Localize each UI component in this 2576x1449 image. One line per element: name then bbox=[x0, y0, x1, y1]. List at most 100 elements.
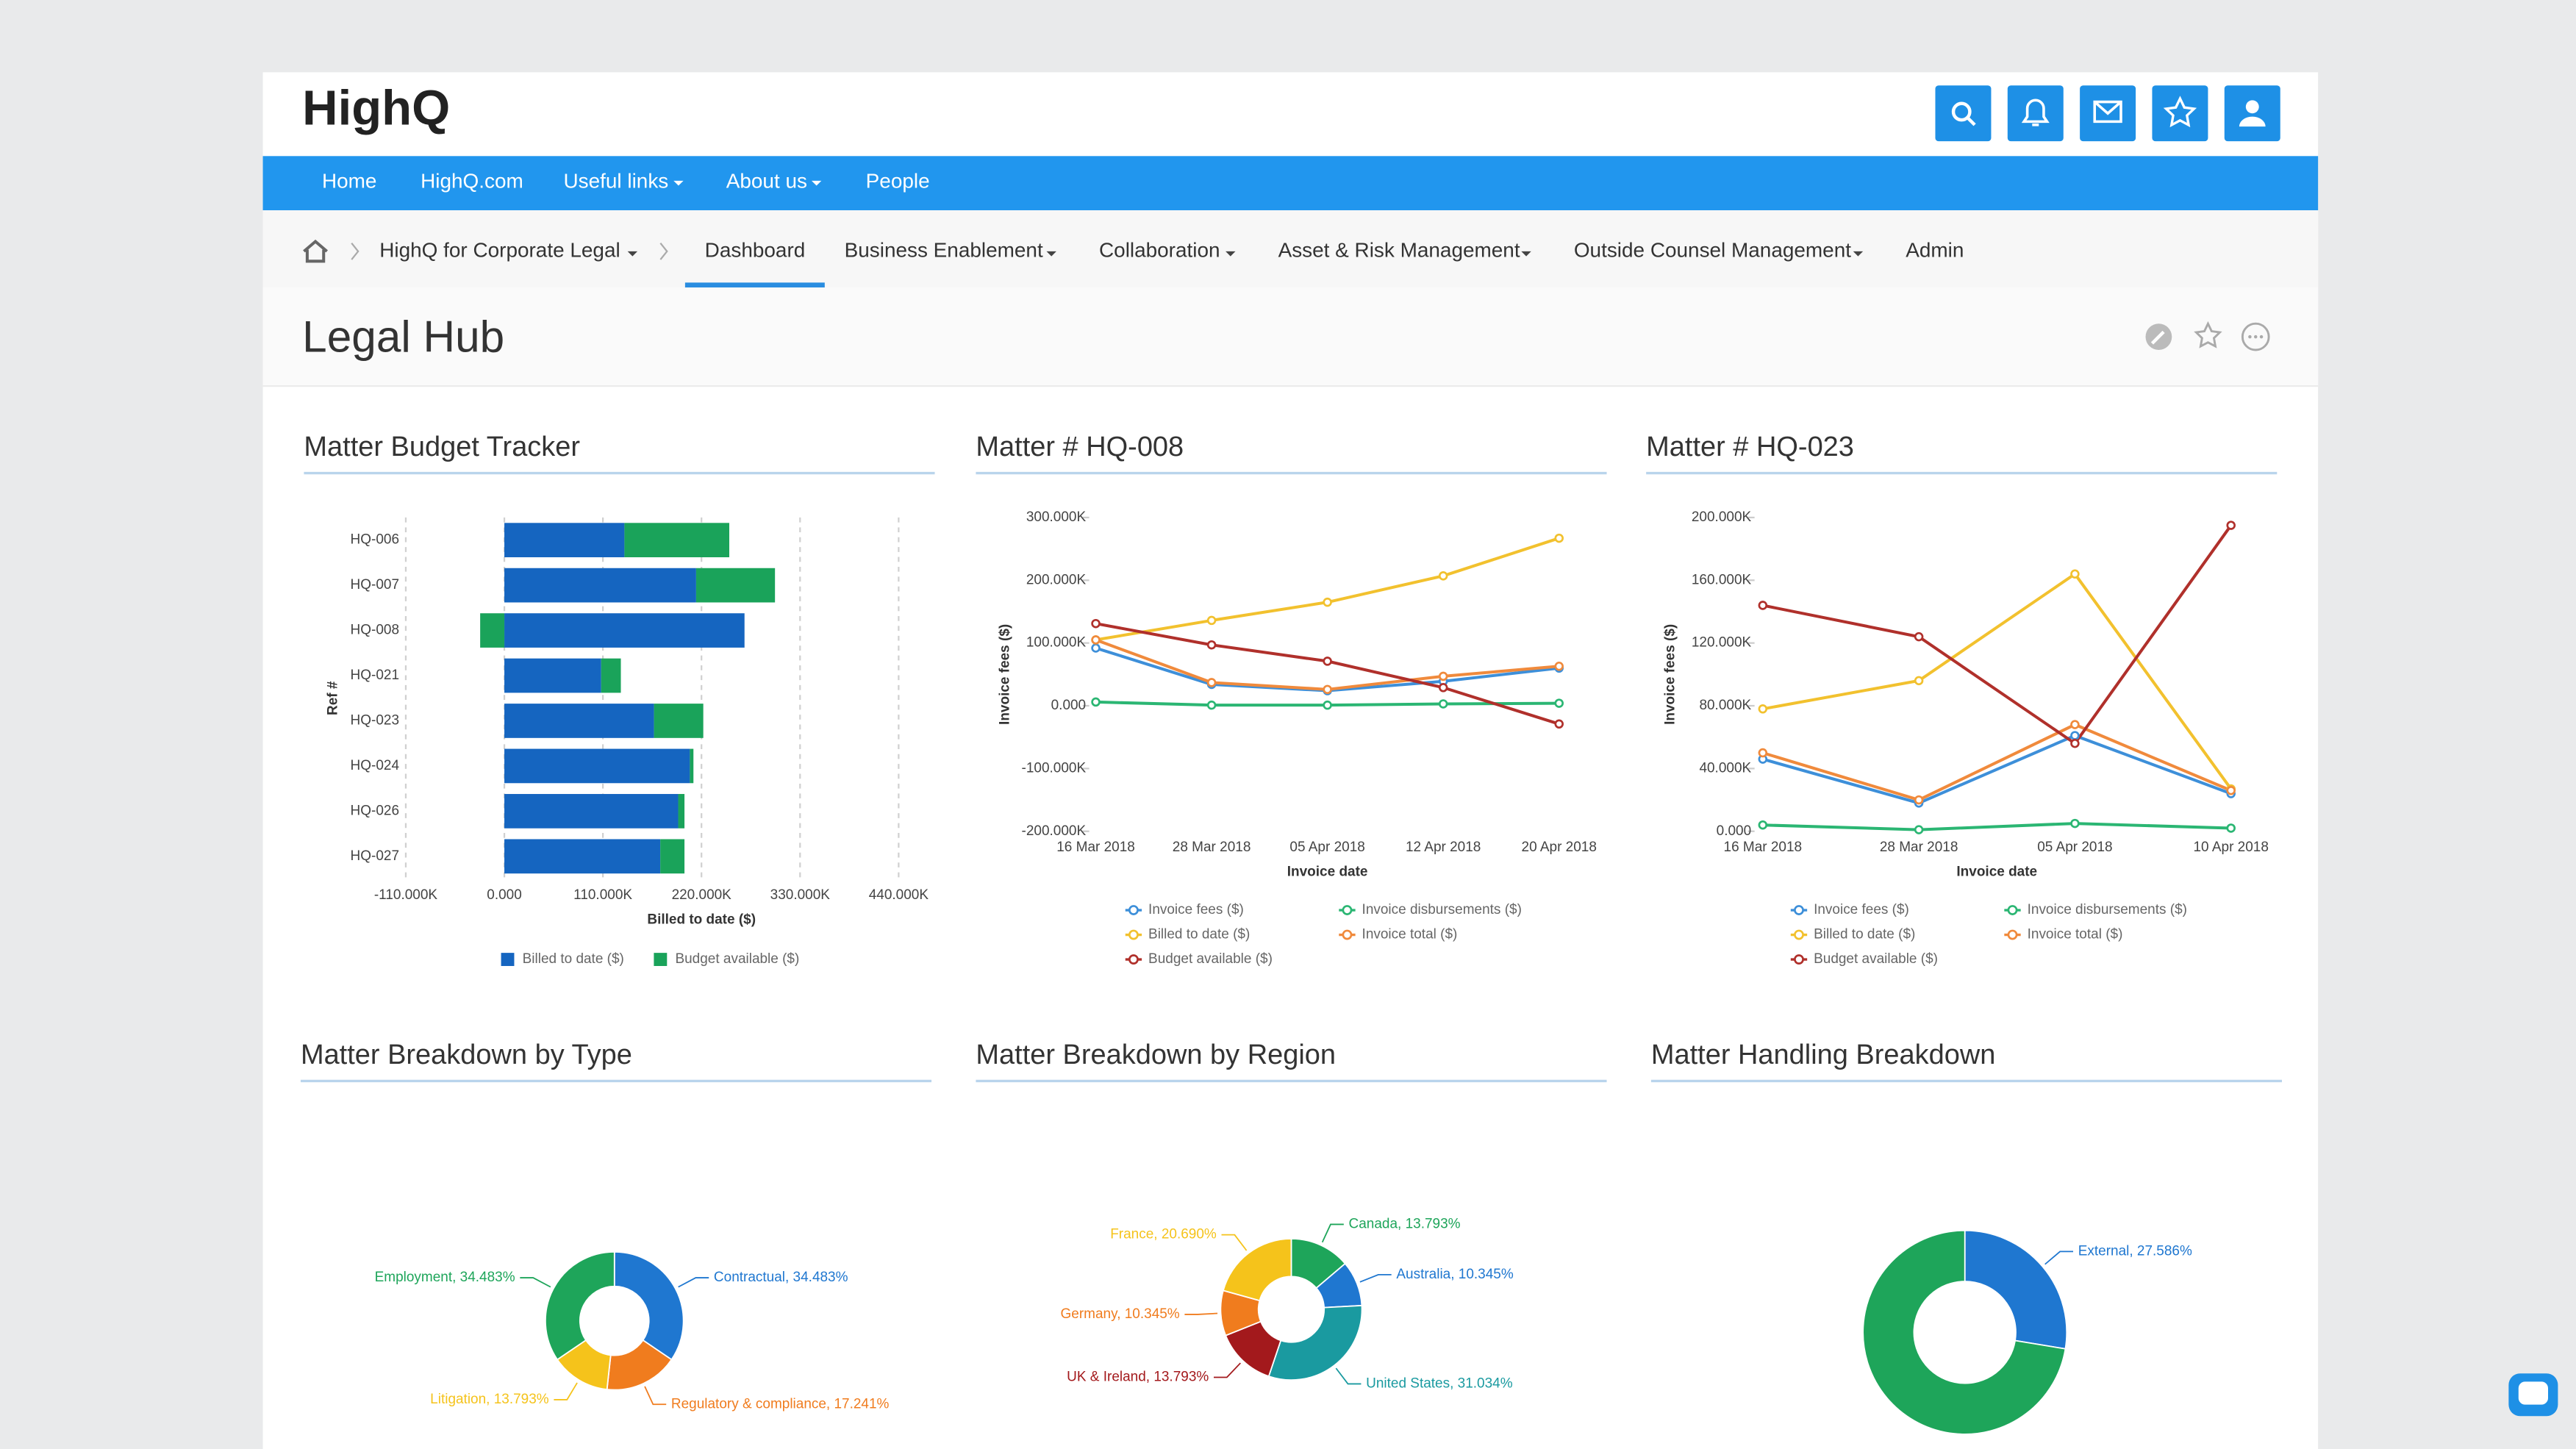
nav-link[interactable]: About us bbox=[726, 169, 807, 192]
pie-slice[interactable] bbox=[613, 1251, 684, 1361]
breadcrumb-link[interactable]: Outside Counsel Management bbox=[1574, 238, 1851, 261]
legend-label[interactable]: Invoice total ($) bbox=[1362, 927, 1458, 942]
page-header bbox=[262, 287, 2319, 387]
nav-link[interactable]: HighQ.com bbox=[421, 169, 523, 192]
data-point[interactable] bbox=[1554, 533, 1564, 543]
data-point[interactable] bbox=[2070, 720, 2080, 729]
legend-label[interactable]: Budget available ($) bbox=[1814, 951, 1938, 967]
widget-title: Matter # HQ-023 bbox=[1646, 432, 1854, 462]
data-point[interactable] bbox=[1323, 684, 1332, 695]
data-point[interactable] bbox=[1914, 676, 1924, 686]
data-point[interactable] bbox=[1758, 820, 1768, 830]
pie-slice[interactable] bbox=[1222, 1238, 1292, 1302]
data-point[interactable] bbox=[1554, 661, 1564, 671]
data-point[interactable] bbox=[2226, 520, 2236, 530]
data-point[interactable] bbox=[1091, 618, 1101, 629]
pie-slice[interactable] bbox=[1862, 1229, 2067, 1435]
x-tick-label: 20 Apr 2018 bbox=[1522, 840, 1597, 855]
legend-label[interactable]: Invoice fees ($) bbox=[1148, 902, 1244, 917]
legend-label[interactable]: Invoice disbursements ($) bbox=[2028, 902, 2187, 917]
data-point[interactable] bbox=[1323, 700, 1332, 710]
more-button[interactable] bbox=[2241, 322, 2270, 351]
widget: Matter # HQ-023 200.000K 160.000K 120.000K 8… bbox=[1646, 432, 2278, 967]
data-point[interactable] bbox=[1438, 671, 1448, 681]
data-point[interactable] bbox=[1554, 698, 1564, 708]
legend-marker bbox=[1342, 905, 1353, 915]
pie-slice[interactable] bbox=[1267, 1304, 1363, 1381]
breadcrumb-link[interactable]: Admin bbox=[1906, 238, 1964, 261]
label-leader bbox=[1335, 1367, 1362, 1385]
data-point[interactable] bbox=[2070, 818, 2080, 829]
breadcrumb-link[interactable]: Collaboration bbox=[1099, 238, 1220, 261]
y-tick-label: 40.000K bbox=[1699, 760, 1751, 776]
home-icon[interactable] bbox=[303, 239, 329, 263]
user-icon-body bbox=[2239, 116, 2266, 127]
x-tick-label: 28 Mar 2018 bbox=[1173, 840, 1251, 855]
user-icon-head bbox=[2245, 100, 2259, 114]
data-point[interactable] bbox=[1758, 748, 1768, 758]
x-axis-title: Billed to date ($) bbox=[647, 912, 756, 927]
legend-label[interactable]: Budget available ($) bbox=[1148, 951, 1273, 967]
data-point[interactable] bbox=[2226, 786, 2236, 795]
data-point[interactable] bbox=[1758, 704, 1768, 714]
bar-segment bbox=[504, 748, 690, 784]
y-tick-label: 200.000K bbox=[1026, 572, 1087, 587]
data-point[interactable] bbox=[1758, 601, 1768, 610]
breadcrumb-link[interactable]: Asset & Risk Management bbox=[1278, 238, 1520, 261]
bar-segment bbox=[504, 568, 696, 603]
legend-label[interactable]: Billed to date ($) bbox=[1148, 927, 1250, 942]
data-point[interactable] bbox=[1914, 825, 1924, 834]
breadcrumb-link[interactable]: Dashboard bbox=[705, 238, 806, 261]
y-tick-label: 160.000K bbox=[1692, 572, 1752, 587]
legend-swatch bbox=[501, 953, 515, 966]
bar-segment bbox=[624, 523, 730, 558]
data-point[interactable] bbox=[1206, 615, 1217, 626]
data-point[interactable] bbox=[1091, 643, 1101, 653]
data-point[interactable] bbox=[2226, 823, 2236, 833]
data-point[interactable] bbox=[1091, 635, 1101, 645]
nav-link[interactable]: Useful links bbox=[564, 169, 669, 192]
data-point[interactable] bbox=[1914, 632, 1924, 642]
logo[interactable]: HighQ bbox=[302, 81, 450, 136]
y-tick-label: HQ-007 bbox=[351, 577, 399, 593]
widget-title: Matter Breakdown by Type bbox=[301, 1040, 632, 1070]
data-point[interactable] bbox=[2070, 569, 2080, 579]
data-point[interactable] bbox=[1438, 683, 1448, 693]
legend-label[interactable]: Invoice fees ($) bbox=[1814, 902, 1909, 917]
data-point[interactable] bbox=[2070, 731, 2080, 740]
x-axis-title: Invoice date bbox=[1287, 865, 1368, 880]
data-point[interactable] bbox=[1438, 571, 1448, 581]
chat-widget[interactable] bbox=[2508, 1373, 2558, 1417]
data-point[interactable] bbox=[1323, 597, 1332, 607]
data-point[interactable] bbox=[1206, 678, 1217, 687]
data-point[interactable] bbox=[1091, 697, 1101, 707]
notifications-button[interactable] bbox=[2007, 85, 2064, 142]
nav-link[interactable]: Home bbox=[322, 169, 376, 192]
breadcrumb-link[interactable]: HighQ for Corporate Legal bbox=[379, 238, 620, 261]
data-point[interactable] bbox=[1323, 656, 1332, 666]
data-point[interactable] bbox=[1206, 700, 1217, 710]
bell-icon bbox=[2021, 99, 2050, 126]
legend-label[interactable]: Billed to date ($) bbox=[1814, 927, 1915, 942]
favorite-button[interactable] bbox=[2194, 321, 2222, 348]
legend-label[interactable]: Billed to date ($) bbox=[523, 951, 624, 967]
legend-label[interactable]: Invoice total ($) bbox=[2028, 927, 2123, 942]
data-point[interactable] bbox=[1554, 719, 1564, 729]
more-dot bbox=[2259, 334, 2264, 339]
data-point[interactable] bbox=[1914, 795, 1924, 805]
legend-label[interactable]: Budget available ($) bbox=[675, 951, 799, 967]
y-tick-label: 300.000K bbox=[1026, 509, 1087, 525]
pie-slice[interactable] bbox=[1964, 1229, 2068, 1350]
slice-label: France, 20.690% bbox=[1110, 1227, 1217, 1242]
dropdown-caret bbox=[673, 180, 684, 186]
favorites-button[interactable] bbox=[2152, 85, 2208, 142]
data-point[interactable] bbox=[2070, 738, 2080, 748]
legend-label[interactable]: Invoice disbursements ($) bbox=[1362, 902, 1522, 917]
search-button[interactable] bbox=[1935, 85, 1992, 142]
pie-slice[interactable] bbox=[545, 1251, 615, 1361]
nav-link[interactable]: People bbox=[866, 169, 930, 192]
data-point[interactable] bbox=[1206, 640, 1217, 650]
data-point[interactable] bbox=[1438, 699, 1448, 709]
breadcrumb-link[interactable]: Business Enablement bbox=[845, 238, 1043, 261]
